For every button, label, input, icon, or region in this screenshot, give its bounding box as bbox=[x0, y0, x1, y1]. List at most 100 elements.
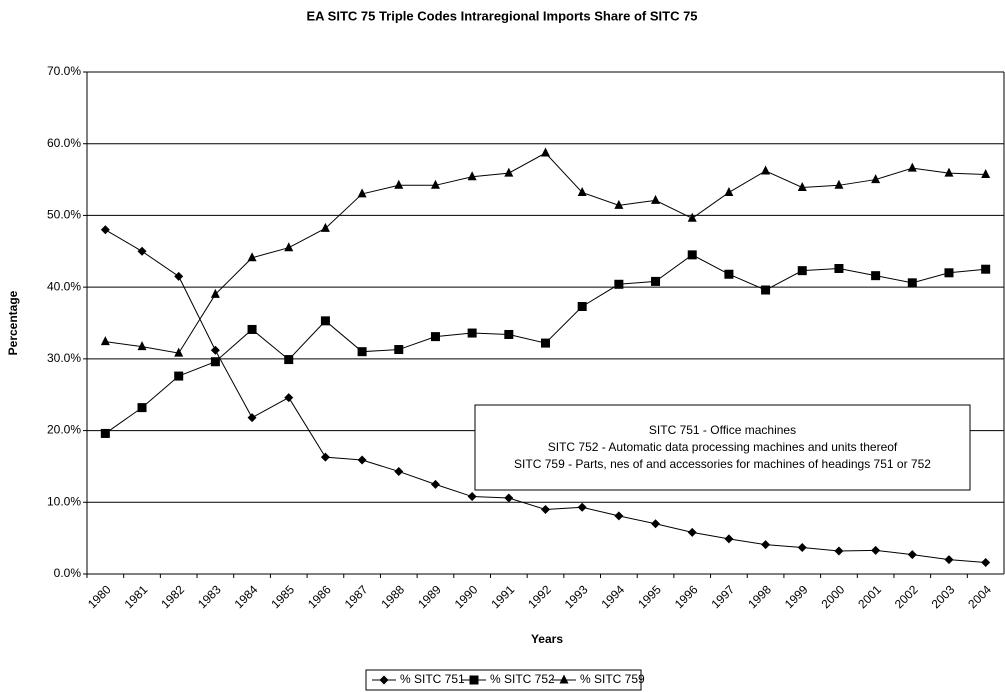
marker bbox=[834, 179, 844, 189]
marker bbox=[467, 492, 477, 502]
x-tick-label: 2003 bbox=[929, 582, 958, 611]
marker bbox=[137, 403, 147, 413]
marker bbox=[247, 413, 257, 423]
marker bbox=[541, 338, 550, 348]
marker bbox=[394, 179, 404, 189]
x-axis-title: Years bbox=[531, 632, 563, 646]
y-tick-label: 70.0% bbox=[47, 64, 81, 78]
chart-title: EA SITC 75 Triple Codes Intraregional Im… bbox=[306, 8, 697, 23]
annotation: SITC 752 - Automatic data processing mac… bbox=[548, 440, 898, 454]
y-tick-label: 50.0% bbox=[47, 208, 81, 222]
marker bbox=[944, 555, 954, 565]
x-tick-label: 1993 bbox=[562, 582, 591, 611]
x-tick-label: 1985 bbox=[268, 582, 297, 611]
marker bbox=[907, 162, 917, 172]
x-tick-label: 1982 bbox=[158, 582, 187, 611]
marker bbox=[614, 199, 624, 209]
marker bbox=[320, 452, 330, 462]
x-tick-label: 2000 bbox=[819, 582, 848, 611]
marker bbox=[247, 324, 257, 334]
marker bbox=[394, 345, 404, 355]
marker bbox=[651, 519, 661, 529]
marker bbox=[724, 534, 734, 544]
x-tick-label: 1981 bbox=[122, 582, 151, 611]
marker bbox=[137, 341, 147, 351]
marker bbox=[284, 355, 294, 365]
x-tick-label: 1995 bbox=[635, 582, 664, 611]
legend-label: % SITC 751 bbox=[400, 672, 465, 686]
marker bbox=[944, 268, 954, 278]
series-line bbox=[105, 152, 986, 354]
marker bbox=[724, 186, 734, 196]
marker bbox=[614, 511, 624, 521]
marker bbox=[467, 328, 477, 338]
marker bbox=[541, 147, 550, 157]
marker bbox=[577, 302, 587, 312]
x-tick-label: 2004 bbox=[965, 582, 994, 611]
marker bbox=[687, 527, 697, 537]
x-tick-label: 2001 bbox=[855, 582, 884, 611]
x-tick-label: 1989 bbox=[415, 582, 444, 611]
marker bbox=[651, 276, 661, 286]
marker bbox=[320, 222, 330, 232]
marker bbox=[504, 167, 514, 177]
marker bbox=[577, 186, 587, 196]
x-tick-label: 1986 bbox=[305, 582, 334, 611]
marker bbox=[467, 171, 477, 181]
x-tick-label: 1992 bbox=[525, 582, 554, 611]
marker bbox=[210, 345, 220, 355]
marker bbox=[357, 455, 367, 465]
x-tick-label: 1991 bbox=[488, 582, 517, 611]
marker bbox=[210, 288, 220, 298]
marker bbox=[247, 252, 257, 262]
marker bbox=[761, 285, 771, 295]
y-tick-label: 0.0% bbox=[54, 566, 82, 580]
x-tick-label: 1999 bbox=[782, 582, 811, 611]
y-tick-label: 30.0% bbox=[47, 351, 81, 365]
legend-marker bbox=[559, 674, 569, 684]
marker bbox=[357, 188, 367, 198]
annotation: SITC 759 - Parts, nes of and accessories… bbox=[514, 457, 931, 471]
y-tick-label: 40.0% bbox=[47, 279, 81, 293]
x-tick-label: 1996 bbox=[672, 582, 701, 611]
y-tick-label: 60.0% bbox=[47, 136, 81, 150]
marker bbox=[871, 545, 881, 555]
marker bbox=[651, 194, 661, 204]
x-tick-label: 1987 bbox=[342, 582, 371, 611]
y-tick-label: 20.0% bbox=[47, 423, 81, 437]
annotation-box bbox=[474, 404, 971, 491]
marker bbox=[871, 174, 881, 184]
marker bbox=[210, 357, 220, 367]
marker bbox=[871, 271, 881, 281]
marker bbox=[174, 371, 184, 381]
marker bbox=[100, 336, 110, 346]
marker bbox=[320, 316, 330, 326]
marker bbox=[174, 271, 184, 281]
marker bbox=[981, 264, 991, 274]
marker bbox=[357, 347, 367, 357]
marker bbox=[504, 329, 514, 339]
marker bbox=[761, 165, 771, 175]
y-axis-title: Percentage bbox=[6, 290, 20, 355]
marker bbox=[761, 540, 771, 550]
marker bbox=[504, 493, 514, 503]
marker bbox=[944, 167, 954, 177]
marker bbox=[797, 266, 807, 276]
marker bbox=[981, 558, 991, 568]
marker bbox=[430, 479, 440, 489]
marker bbox=[834, 546, 844, 556]
marker bbox=[100, 225, 110, 235]
marker bbox=[100, 428, 110, 438]
legend-marker bbox=[379, 675, 389, 685]
legend-label: % SITC 759 bbox=[580, 672, 645, 686]
x-tick-label: 1990 bbox=[452, 582, 481, 611]
marker bbox=[834, 263, 844, 273]
marker bbox=[797, 542, 807, 552]
annotation: SITC 751 - Office machines bbox=[649, 423, 796, 437]
marker bbox=[981, 169, 991, 179]
marker bbox=[174, 347, 184, 357]
marker bbox=[137, 246, 147, 256]
marker bbox=[907, 550, 917, 560]
x-tick-label: 1983 bbox=[195, 582, 224, 611]
